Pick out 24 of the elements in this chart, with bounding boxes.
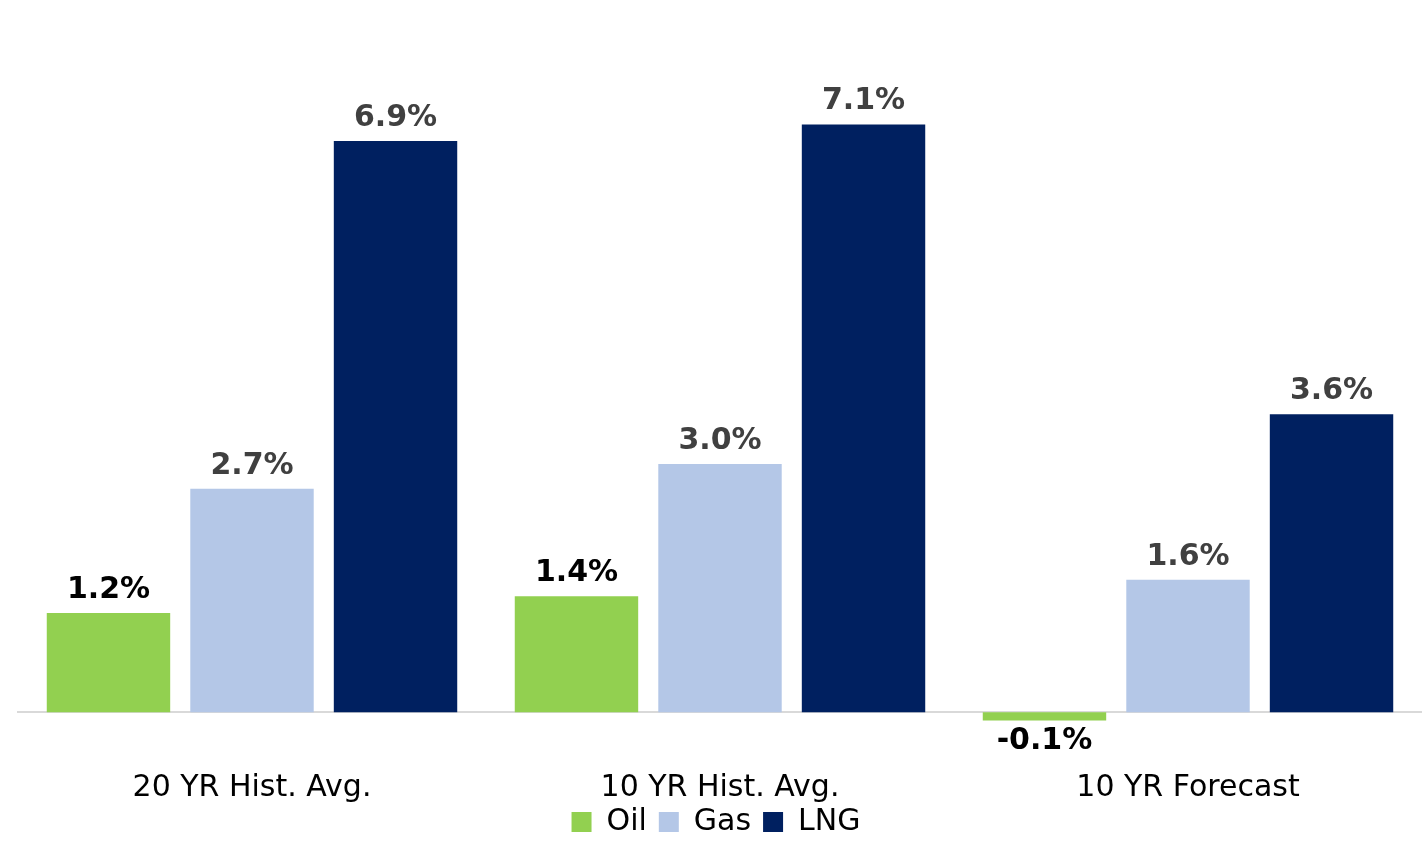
data-label: 3.0% bbox=[678, 420, 762, 456]
legend-label: LNG bbox=[798, 801, 861, 837]
bar bbox=[801, 124, 926, 713]
x-tick-label: 10 YR Forecast bbox=[1076, 768, 1300, 804]
data-label: 1.4% bbox=[534, 553, 619, 589]
data-label: 1.6% bbox=[1146, 536, 1230, 572]
bar bbox=[982, 712, 1107, 721]
data-label: 1.2% bbox=[66, 569, 151, 605]
bar bbox=[514, 596, 639, 713]
bar bbox=[46, 612, 171, 713]
x-tick-label: 10 YR Hist. Avg. bbox=[600, 768, 840, 804]
data-label: 6.9% bbox=[353, 97, 438, 133]
bar bbox=[1269, 414, 1394, 713]
bar bbox=[190, 488, 314, 713]
data-label: 2.7% bbox=[210, 445, 294, 481]
bar bbox=[1126, 579, 1250, 713]
bar bbox=[333, 141, 458, 713]
bar bbox=[658, 463, 782, 713]
data-label: 7.1% bbox=[821, 81, 906, 117]
data-label: 3.6% bbox=[1289, 371, 1374, 407]
legend-label: Oil bbox=[606, 801, 647, 837]
data-label: -0.1% bbox=[996, 721, 1093, 757]
legend-label: Gas bbox=[693, 801, 752, 837]
x-tick-label: 20 YR Hist. Avg. bbox=[132, 768, 372, 804]
